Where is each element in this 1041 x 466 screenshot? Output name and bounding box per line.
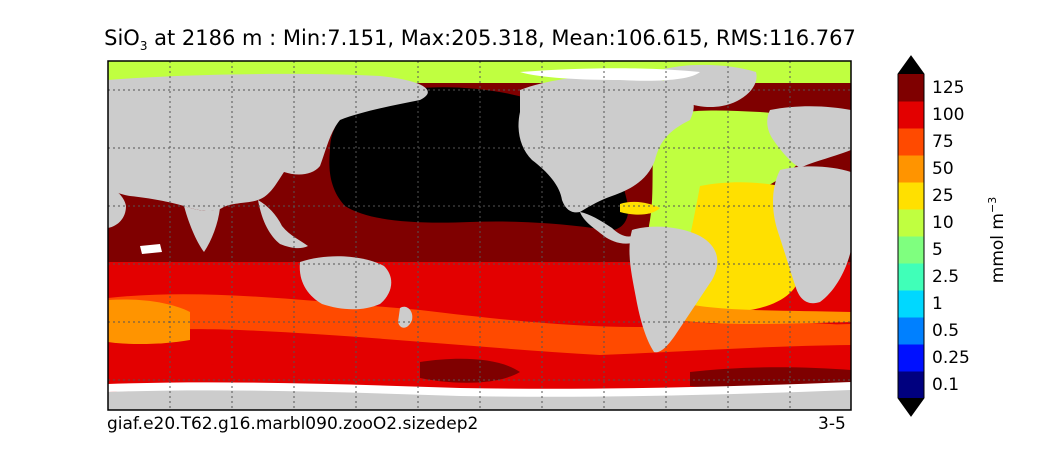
colorbar-frame xyxy=(897,55,925,417)
plot-title: SiO3 at 2186 m : Min:7.151, Max:205.318,… xyxy=(104,26,856,54)
africa-wrap-land xyxy=(108,186,126,228)
central-america-land xyxy=(580,212,636,244)
colorbar-swatch xyxy=(898,209,924,237)
atlantic-orange-band xyxy=(676,302,851,324)
eurasia-land xyxy=(108,73,428,212)
australia-land xyxy=(299,256,392,310)
colorbar-tick-label: 25 xyxy=(932,185,954,206)
southeast-asia-land xyxy=(258,200,308,249)
north-america-land xyxy=(518,75,694,213)
colorbar-swatch xyxy=(898,236,924,264)
missing-data-patch xyxy=(140,244,162,254)
colorbar-swatch xyxy=(898,290,924,318)
missing-data-arctic xyxy=(520,68,700,81)
africa-land xyxy=(773,166,851,304)
colorbar-swatch xyxy=(898,128,924,156)
colorbar-under-arrow xyxy=(898,398,924,416)
map-field xyxy=(108,61,851,410)
colorbar-tick-label: 75 xyxy=(932,131,954,152)
new-zealand-land xyxy=(398,306,413,328)
colorbar-tick-label: 0.1 xyxy=(932,374,960,395)
colorbar-over-arrow xyxy=(898,56,924,74)
colorbar-swatch xyxy=(898,74,924,102)
colorbar-tick-label: 0.25 xyxy=(932,347,970,368)
south-america-land xyxy=(629,226,718,353)
southern-patch-darkred xyxy=(420,358,520,383)
colorbar-swatch xyxy=(898,155,924,183)
colorbar-swatch xyxy=(898,317,924,345)
europe-land xyxy=(767,106,851,168)
case-name: giaf.e20.T62.g16.marbl090.zooO2.sizedep2 xyxy=(107,414,479,434)
colorbar-swatch xyxy=(898,101,924,129)
colorbar-tick-label: 0.5 xyxy=(932,320,960,341)
colorbar-swatch xyxy=(898,344,924,372)
map-frame xyxy=(107,60,852,411)
colorbar-swatch xyxy=(898,371,924,399)
india-land xyxy=(184,206,220,252)
colorbar-tick-label: 2.5 xyxy=(932,266,960,287)
year-range: 3-5 xyxy=(818,414,846,434)
colorbar-tick-label: 10 xyxy=(932,212,954,233)
colorbar-tick-label: 1 xyxy=(932,293,943,314)
graticule xyxy=(108,61,851,410)
colorbar-tick-label: 5 xyxy=(932,239,943,260)
missing-data-antarctic xyxy=(108,382,851,397)
colorbar-swatch xyxy=(898,263,924,291)
colorbar-units: mmol m−3 xyxy=(986,196,1008,284)
antarctica-land xyxy=(108,388,851,410)
gulf-yellow-patch xyxy=(620,201,660,215)
colorbar-tick-label: 100 xyxy=(932,104,965,125)
colorbar-swatch xyxy=(898,182,924,210)
colorbar-tick-label: 125 xyxy=(932,77,965,98)
colorbar-tick-label: 50 xyxy=(932,158,954,179)
colorbar xyxy=(897,55,925,417)
atlantic-redorange-band xyxy=(676,320,851,338)
